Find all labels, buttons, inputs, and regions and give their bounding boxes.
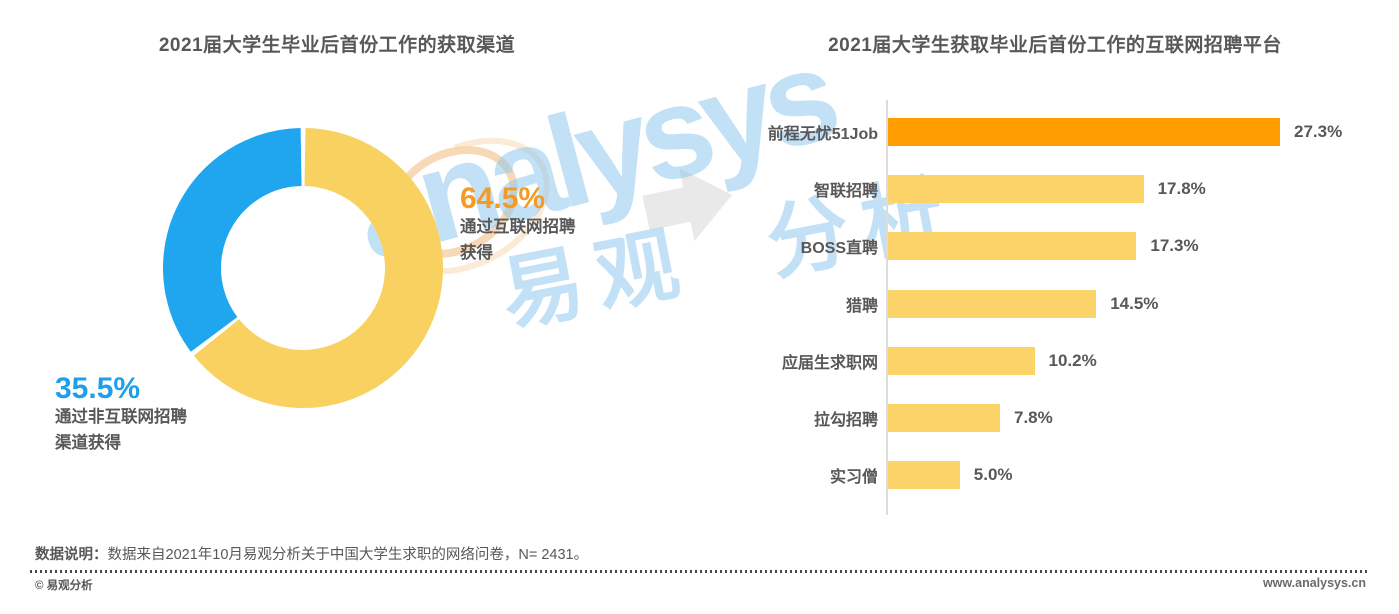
bar-row: 前程无忧51Job 27.3%: [700, 103, 1390, 160]
donut-label-line: 通过互联网招聘: [460, 218, 576, 236]
bar-category-label: 拉勾招聘: [813, 412, 878, 430]
copyright-text: © 易观分析: [35, 580, 93, 592]
bar-track: 10.2%: [888, 346, 1390, 375]
donut-label-line: 通过非互联网招聘: [55, 408, 187, 426]
donut-chart-title: 2021届大学生毕业后首份工作的获取渠道: [158, 35, 516, 56]
website-url: www.analysys.cn: [1262, 576, 1366, 590]
bar-chart-axis: [886, 100, 888, 515]
bar-row: 猎聘 14.5%: [700, 275, 1390, 332]
donut-label-line: 渠道获得: [55, 433, 121, 452]
bar-track: 17.8%: [888, 174, 1390, 203]
bar: [888, 232, 1137, 261]
data-note-text: 数据来自2021年10月易观分析关于中国大学生求职的网络问卷，N= 2431。: [107, 547, 589, 563]
bar-track: 27.3%: [888, 117, 1390, 146]
bar-value-label: 17.8%: [1157, 178, 1206, 198]
bar: [888, 461, 960, 490]
bar-value-label: 7.8%: [1014, 408, 1053, 428]
donut-value-non-internet: 35.5%: [55, 372, 141, 405]
bar-track: 14.5%: [888, 289, 1390, 318]
bar-category-label: 猎聘: [845, 297, 878, 315]
dotted-divider: [30, 570, 1369, 573]
bar: [888, 117, 1280, 146]
bar-category-label: 前程无忧51Job: [767, 125, 878, 143]
bar-value-label: 27.3%: [1294, 121, 1343, 141]
bar-row: 实习僧 5.0%: [700, 447, 1390, 504]
donut-chart: [163, 128, 443, 408]
bar-track: 7.8%: [888, 404, 1390, 433]
bar-row: 智联招聘 17.8%: [700, 160, 1390, 217]
donut-label-line: 获得: [460, 243, 493, 262]
donut-label-non-internet: 35.5% 通过非互联网招聘 渠道获得: [55, 372, 187, 456]
bar-track: 5.0%: [888, 461, 1390, 490]
bar-row: 拉勾招聘 7.8%: [700, 389, 1390, 446]
bar-value-label: 14.5%: [1110, 293, 1159, 313]
bar-category-label: 智联招聘: [813, 182, 878, 200]
bar-row: 应届生求职网 10.2%: [700, 332, 1390, 389]
data-note: 数据说明：数据来自2021年10月易观分析关于中国大学生求职的网络问卷，N= 2…: [35, 543, 588, 564]
bar-category-label: BOSS直聘: [800, 240, 878, 258]
donut-label-internet: 64.5% 通过互联网招聘 获得: [460, 182, 576, 266]
bar-category-label: 实习僧: [829, 469, 878, 487]
bar-category-label: 应届生求职网: [781, 354, 878, 372]
bar: [888, 174, 1144, 203]
bar-chart-title: 2021届大学生获取毕业后首份工作的互联网招聘平台: [828, 35, 1282, 56]
bar-value-label: 10.2%: [1048, 350, 1097, 370]
bar-row: BOSS直聘 17.3%: [700, 218, 1390, 275]
bar-track: 17.3%: [888, 232, 1390, 261]
donut-value-internet: 64.5%: [460, 182, 546, 215]
data-note-prefix: 数据说明：: [35, 547, 108, 563]
bar-value-label: 5.0%: [973, 465, 1013, 485]
bar: [888, 404, 1000, 433]
bar: [888, 289, 1097, 318]
bar-value-label: 17.3%: [1150, 236, 1199, 256]
bar-chart: 前程无忧51Job 27.3% 智联招聘 17.8% BOSS直聘 17.3% …: [700, 103, 1390, 504]
bar: [888, 346, 1035, 375]
donut-segment-non-internet: [163, 128, 443, 408]
